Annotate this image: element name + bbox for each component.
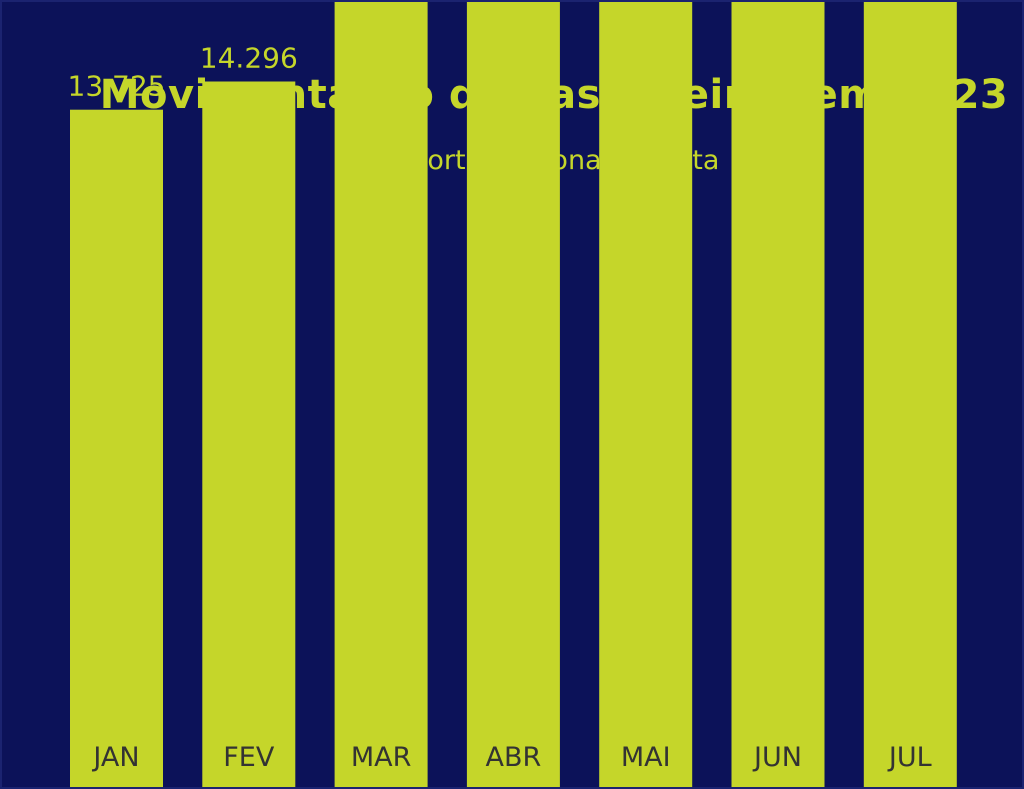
bar-abr <box>466 2 560 787</box>
bar-mar <box>334 2 428 787</box>
data-label-jan: 13.725 <box>68 70 166 103</box>
category-label-abr: ABR <box>486 742 542 773</box>
bar-jun <box>731 2 825 787</box>
category-label-fev: FEV <box>223 742 275 773</box>
bar-fev <box>202 81 296 787</box>
category-label-mar: MAR <box>351 742 412 773</box>
category-label-jun: JUN <box>752 742 802 773</box>
category-label-mai: MAI <box>621 742 671 773</box>
bar-jul <box>863 2 957 787</box>
data-label-fev: 14.296 <box>200 42 298 75</box>
bar-jan <box>70 109 163 787</box>
category-label-jul: JUL <box>887 742 932 773</box>
bar-mai <box>599 2 693 787</box>
category-label-jan: JAN <box>91 742 139 773</box>
